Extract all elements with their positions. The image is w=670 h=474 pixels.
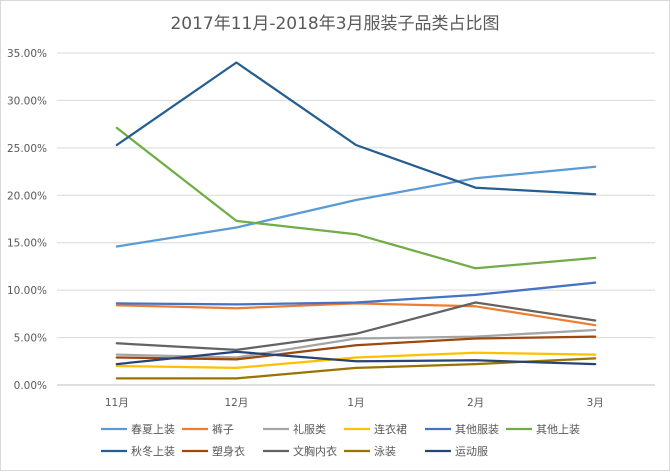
series-line-3 bbox=[115, 351, 597, 370]
x-axis-ticks: 11月 12月 1月 2月 3月 bbox=[105, 397, 604, 409]
legend-label: 连衣裙 bbox=[374, 422, 407, 436]
legend-label: 其他上装 bbox=[536, 423, 580, 436]
legend-item: 其他服装 bbox=[425, 423, 499, 436]
series-line-10 bbox=[115, 350, 597, 366]
x-tick-label: 2月 bbox=[467, 397, 484, 409]
legend-item: 文胸内衣 bbox=[263, 444, 337, 458]
legend-label: 泳装 bbox=[374, 444, 396, 458]
y-tick-label: 20.00% bbox=[7, 190, 47, 202]
legend-label: 塑身衣 bbox=[212, 444, 245, 458]
legend-label: 运动服 bbox=[455, 445, 488, 458]
y-tick-label: 0.00% bbox=[14, 380, 47, 392]
legend-item: 裤子 bbox=[182, 422, 234, 436]
legend-label: 礼服类 bbox=[293, 422, 326, 436]
series-line-1 bbox=[115, 302, 597, 327]
series-line-6 bbox=[115, 61, 597, 196]
legend-item: 塑身衣 bbox=[182, 444, 245, 458]
series-line-4 bbox=[115, 281, 597, 306]
legend-label: 文胸内衣 bbox=[293, 444, 337, 458]
series-line-5 bbox=[115, 126, 597, 270]
legend-label: 其他服装 bbox=[455, 423, 499, 436]
legend-item: 秋冬上装 bbox=[101, 444, 175, 458]
legend-label: 秋冬上装 bbox=[131, 444, 175, 458]
legend-item: 运动服 bbox=[425, 445, 488, 458]
y-tick-label: 25.00% bbox=[7, 143, 47, 155]
series-lines bbox=[115, 61, 597, 380]
y-tick-label: 5.00% bbox=[14, 333, 47, 345]
x-tick-label: 12月 bbox=[224, 397, 248, 409]
legend-item: 连衣裙 bbox=[344, 422, 407, 436]
x-tick-label: 11月 bbox=[105, 397, 129, 409]
series-line-7 bbox=[115, 335, 597, 361]
legend-item: 礼服类 bbox=[263, 422, 326, 436]
y-tick-label: 30.00% bbox=[7, 95, 47, 107]
x-tick-label: 3月 bbox=[587, 397, 604, 409]
legend-label: 春夏上装 bbox=[131, 423, 175, 436]
gridlines bbox=[57, 52, 655, 386]
y-tick-label: 15.00% bbox=[7, 238, 47, 250]
x-tick-label: 1月 bbox=[347, 397, 364, 409]
y-tick-label: 10.00% bbox=[7, 285, 47, 297]
legend-item: 泳装 bbox=[344, 444, 396, 458]
legend-item: 春夏上装 bbox=[101, 423, 175, 436]
chart-title: 2017年11月-2018年3月服装子品类占比图 bbox=[170, 14, 499, 34]
y-axis-ticks: 0.00% 5.00% 10.00% 15.00% 20.00% 25.00% 30.00%… bbox=[7, 48, 47, 392]
series-line-0 bbox=[115, 165, 597, 248]
y-tick-label: 35.00% bbox=[7, 48, 47, 60]
legend-item: 其他上装 bbox=[506, 423, 580, 436]
legend-label: 裤子 bbox=[212, 422, 234, 436]
series-line-8 bbox=[115, 301, 597, 352]
